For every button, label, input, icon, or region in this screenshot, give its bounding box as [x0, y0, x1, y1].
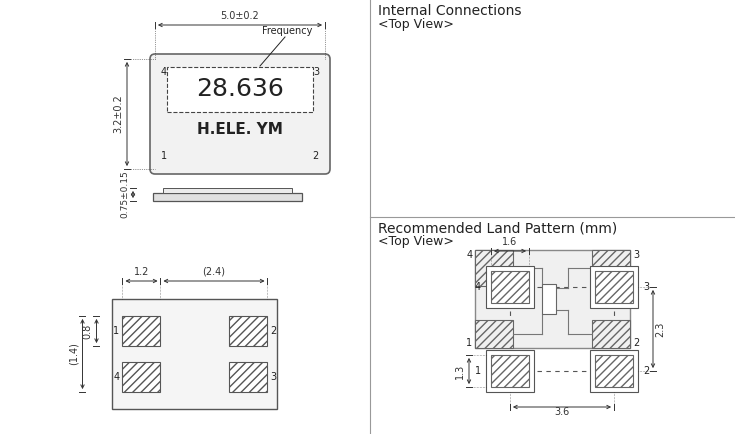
- Text: 2.3: 2.3: [655, 321, 665, 337]
- Bar: [229, 316, 268, 346]
- Bar: [491, 271, 529, 303]
- Text: 0.8: 0.8: [82, 323, 93, 339]
- Bar: [112, 299, 278, 409]
- Text: <Top View>: <Top View>: [378, 235, 454, 248]
- Text: 3.6: 3.6: [554, 407, 570, 417]
- Text: Recommended Land Pattern (mm): Recommended Land Pattern (mm): [378, 221, 617, 235]
- FancyBboxPatch shape: [150, 54, 330, 174]
- Text: 4: 4: [467, 250, 473, 260]
- Text: 4: 4: [161, 67, 167, 77]
- Bar: [229, 362, 268, 392]
- Bar: [486, 350, 534, 392]
- Text: 2: 2: [313, 151, 319, 161]
- Text: 1: 1: [161, 151, 167, 161]
- Text: 4: 4: [475, 282, 481, 292]
- Text: 1.6: 1.6: [503, 237, 517, 247]
- Text: 3.2±0.2: 3.2±0.2: [113, 95, 123, 133]
- Text: 28.636: 28.636: [196, 78, 284, 102]
- Text: 3: 3: [270, 372, 276, 382]
- Text: 2: 2: [643, 366, 649, 376]
- Text: <Top View>: <Top View>: [378, 18, 454, 31]
- Bar: [476, 250, 514, 286]
- Text: 3: 3: [643, 282, 649, 292]
- Bar: [592, 320, 631, 348]
- Bar: [590, 350, 638, 392]
- Bar: [476, 250, 631, 348]
- Bar: [123, 316, 160, 346]
- Bar: [542, 284, 556, 314]
- Text: 3: 3: [313, 67, 319, 77]
- Bar: [163, 188, 292, 193]
- Text: (2.4): (2.4): [203, 267, 226, 277]
- Text: 1: 1: [113, 326, 120, 336]
- Bar: [590, 266, 638, 308]
- Bar: [592, 250, 631, 286]
- Bar: [491, 355, 529, 387]
- Text: 5.0±0.2: 5.0±0.2: [220, 11, 259, 21]
- Bar: [476, 320, 514, 348]
- Text: 0.75±0.15: 0.75±0.15: [120, 171, 129, 218]
- Text: 2: 2: [270, 326, 277, 336]
- Bar: [167, 67, 313, 112]
- Text: 1.2: 1.2: [134, 267, 149, 277]
- Text: 1.3: 1.3: [455, 363, 465, 378]
- Bar: [595, 271, 633, 303]
- Bar: [153, 193, 302, 201]
- Text: 2: 2: [634, 338, 639, 348]
- Bar: [123, 362, 160, 392]
- Text: 1: 1: [467, 338, 473, 348]
- Text: H.ELE. YM: H.ELE. YM: [197, 122, 283, 138]
- Text: 1: 1: [475, 366, 481, 376]
- Text: Frequency: Frequency: [262, 26, 312, 36]
- Text: 3: 3: [634, 250, 639, 260]
- Bar: [595, 355, 633, 387]
- Text: Internal Connections: Internal Connections: [378, 4, 522, 18]
- Text: (1.4): (1.4): [68, 342, 79, 365]
- Bar: [486, 266, 534, 308]
- Text: 4: 4: [113, 372, 120, 382]
